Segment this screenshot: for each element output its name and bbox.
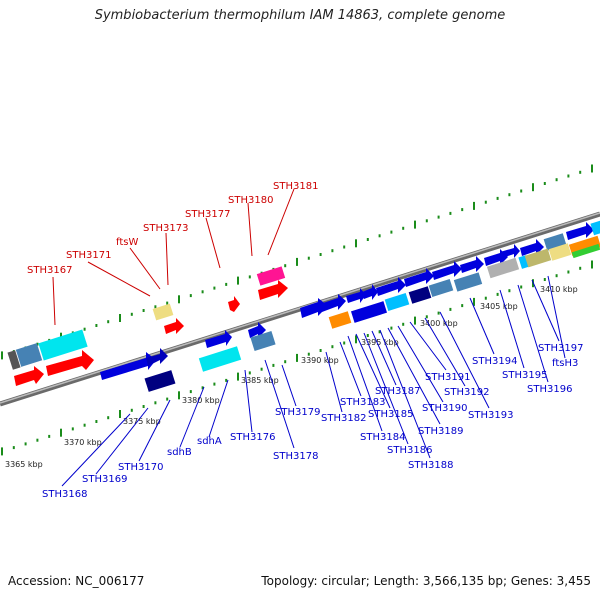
gene-arrow	[346, 288, 366, 303]
gene-label: STH3197	[538, 343, 583, 354]
gene-label: STH3168	[42, 489, 87, 500]
gene-label: STH3191	[425, 372, 470, 383]
gene-block	[152, 303, 174, 321]
gene-block	[384, 292, 410, 312]
gene-arrow	[404, 268, 434, 287]
gene-block	[250, 331, 276, 351]
gene-label: STH3173	[143, 223, 188, 234]
gene-block	[524, 248, 552, 268]
gene-label: STH3182	[321, 413, 366, 424]
scale-label: 3395 kbp	[361, 338, 399, 347]
gene-block	[328, 311, 352, 329]
gene-label: STH3187	[375, 386, 420, 397]
gene-label: STH3185	[368, 409, 413, 420]
gene-label: STH3176	[230, 432, 275, 443]
scale-label: 3365 kbp	[5, 460, 43, 469]
gene-arrow	[46, 350, 94, 376]
gene-arrow	[258, 280, 288, 300]
scale-label: 3405 kbp	[480, 302, 518, 311]
gene-arrow	[146, 348, 168, 366]
gene-label: ftsW	[116, 237, 138, 248]
gene-label: STH3177	[185, 209, 230, 220]
gene-label: STH3196	[527, 384, 572, 395]
gene-block	[486, 257, 520, 279]
gene-label: STH3178	[273, 451, 318, 462]
bottom-leader-lines	[61, 275, 566, 487]
gene-arrow	[205, 330, 232, 348]
scale-label: 3410 kbp	[540, 285, 578, 294]
gene-arrow	[248, 322, 266, 338]
gene-arrow	[228, 296, 240, 312]
gene-block	[38, 329, 88, 361]
gene-arrow	[300, 298, 328, 318]
scale-label: 3380 kbp	[182, 396, 220, 405]
gene-block	[350, 301, 388, 323]
gene-label: STH3184	[360, 432, 405, 443]
gene-label: STH3193	[468, 410, 513, 421]
gene-label: STH3186	[387, 445, 432, 456]
gene-label: STH3188	[408, 460, 453, 471]
scale-ticks-lower	[1, 260, 593, 456]
gene-label: STH3171	[66, 250, 111, 261]
gene-arrow	[320, 294, 346, 312]
gene-label: sdhB	[167, 447, 192, 458]
gene-block	[7, 350, 21, 370]
gene-label: ftsH3	[552, 358, 578, 369]
gene-label: STH3167	[27, 265, 72, 276]
gene-block	[571, 243, 600, 259]
scale-label: 3400 kbp	[420, 319, 458, 328]
gene-label: STH3170	[118, 462, 163, 473]
gene-label: STH3179	[275, 407, 320, 418]
gene-arrow	[164, 318, 184, 334]
gene-arrow	[432, 261, 462, 280]
genome-backbone	[0, 211, 600, 407]
scale-labels: 3365 kbp 3370 kbp 3375 kbp 3380 kbp 3385…	[5, 285, 578, 469]
scale-label: 3385 kbp	[241, 376, 279, 385]
gene-label: STH3192	[444, 387, 489, 398]
gene-block	[408, 286, 432, 304]
genome-summary-text: Topology: circular; Length: 3,566,135 bp…	[261, 574, 591, 588]
gene-block	[590, 220, 600, 236]
forward-genes	[7, 220, 600, 380]
genome-title: Symbiobacterium thermophilum IAM 14863, …	[94, 8, 506, 23]
gene-arrow	[376, 277, 406, 296]
top-leader-lines	[52, 188, 295, 326]
accession-text: Accession: NC_006177	[8, 574, 145, 588]
scale-label: 3390 kbp	[301, 356, 339, 365]
bottom-gene-labels: STH3168 STH3169 STH3170 sdhB sdhA STH317…	[42, 343, 583, 500]
gene-arrow	[14, 366, 44, 386]
gene-arrow	[362, 284, 378, 300]
gene-arrow	[500, 244, 520, 258]
gene-label: sdhA	[197, 436, 222, 447]
gene-block	[453, 272, 483, 292]
gene-label: STH3180	[228, 195, 273, 206]
upper-genes	[14, 280, 288, 386]
gene-label: STH3190	[422, 403, 467, 414]
top-gene-labels: STH3167 STH3171 ftsW STH3173 STH3177 STH…	[27, 181, 318, 276]
scale-label: 3370 kbp	[64, 438, 102, 447]
gene-block	[548, 243, 572, 261]
gene-block	[144, 370, 176, 392]
lower-genes	[144, 235, 600, 392]
gene-label: STH3169	[82, 474, 127, 485]
scale-label: 3375 kbp	[123, 417, 161, 426]
gene-label: STH3181	[273, 181, 318, 192]
gene-block	[256, 266, 286, 286]
gene-block	[198, 346, 242, 372]
gene-block	[428, 278, 454, 298]
gene-arrow	[460, 256, 484, 273]
gene-arrow	[100, 352, 156, 380]
gene-label: STH3194	[472, 356, 517, 367]
gene-label: STH3183	[340, 397, 385, 408]
gene-arrow	[566, 222, 594, 240]
gene-label: STH3189	[418, 426, 463, 437]
gene-block	[15, 343, 43, 367]
gene-label: STH3195	[502, 370, 547, 381]
